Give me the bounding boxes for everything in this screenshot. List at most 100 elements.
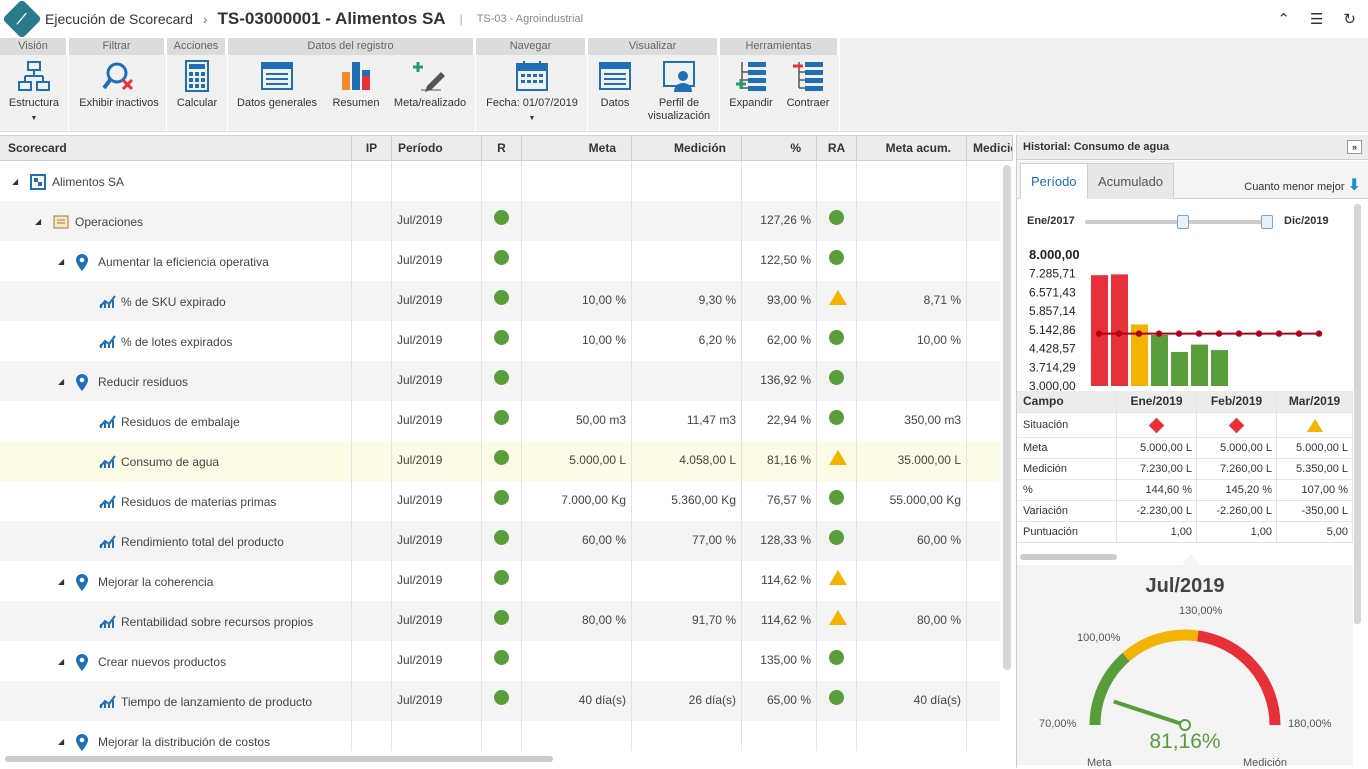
table-row[interactable]: Consumo de agua Jul/2019 5.000,00 L 4.058,0…: [0, 441, 1000, 481]
slider-handle-start[interactable]: [1177, 215, 1189, 229]
col-meta[interactable]: Meta: [522, 136, 632, 161]
list-menu-icon[interactable]: ☰: [1309, 11, 1324, 28]
row-status-r: [494, 558, 509, 598]
history-status-cell: [1117, 413, 1197, 438]
col-medicion-acum[interactable]: Medició: [967, 136, 1013, 161]
datos-button[interactable]: Datos: [594, 60, 636, 110]
gauge-band-green: [1089, 652, 1130, 726]
history-status-cell: [1277, 413, 1353, 438]
row-pct: 22,94 %: [766, 413, 811, 427]
chart-bar[interactable]: [1131, 324, 1148, 386]
col-ra[interactable]: RA: [817, 136, 857, 161]
table-row[interactable]: ◢ Reducir residuos Jul/2019 136,92 %: [0, 361, 1000, 401]
group-label: Visualizar: [588, 38, 719, 55]
col-pct[interactable]: %: [742, 136, 817, 161]
chart-bar[interactable]: [1211, 350, 1228, 386]
estructura-button[interactable]: Estructura ▼: [4, 60, 64, 125]
row-name[interactable]: % de lotes expirados: [121, 335, 233, 349]
col-meta-acum[interactable]: Meta acum.: [857, 136, 967, 161]
row-name[interactable]: Residuos de embalaje: [121, 415, 240, 429]
row-name[interactable]: Mejorar la coherencia: [98, 575, 214, 589]
chevron-right-icon: ›: [202, 11, 208, 27]
exhibir-inactivos-button[interactable]: Exhibir inactivos: [75, 60, 163, 110]
col-scorecard[interactable]: Scorecard: [0, 136, 352, 161]
expand-toggle-icon[interactable]: ◢: [58, 657, 65, 666]
indicator-chart-icon: [99, 694, 116, 711]
table-row[interactable]: Residuos de embalaje Jul/2019 50,00 m3 11,4…: [0, 401, 1000, 441]
chart-bar[interactable]: [1111, 274, 1128, 386]
row-status-r: [494, 678, 509, 718]
table-row[interactable]: Tiempo de lanzamiento de producto Jul/201…: [0, 681, 1000, 721]
chart-bar[interactable]: [1171, 351, 1188, 386]
row-name[interactable]: Rentabilidad sobre recursos propios: [121, 615, 314, 629]
table-row[interactable]: % de lotes expirados Jul/2019 10,00 % 6,20 …: [0, 321, 1000, 361]
expand-toggle-icon[interactable]: ◢: [12, 177, 19, 186]
table-horizontal-scrollbar[interactable]: [5, 756, 553, 762]
contraer-button[interactable]: Contraer: [782, 60, 834, 110]
status-dot-icon: [829, 490, 844, 506]
panel-vertical-scrollbar[interactable]: [1354, 204, 1361, 624]
row-meta-acum: 10,00 %: [916, 333, 961, 347]
expand-toggle-icon[interactable]: ◢: [58, 377, 65, 386]
row-name[interactable]: Residuos de materias primas: [121, 495, 277, 509]
chart-bar[interactable]: [1151, 334, 1168, 386]
resumen-button[interactable]: Resumen: [328, 60, 384, 110]
table-row[interactable]: Rentabilidad sobre recursos propios Jul/2…: [0, 601, 1000, 641]
table-row[interactable]: % de SKU expirado Jul/2019 10,00 % 9,30 % 93…: [0, 281, 1000, 321]
col-periodo[interactable]: Período: [392, 136, 482, 161]
expand-toggle-icon[interactable]: ◢: [58, 577, 65, 586]
row-name[interactable]: Crear nuevos productos: [98, 655, 227, 669]
tab-periodo[interactable]: Período: [1020, 163, 1088, 199]
less-is-better: Cuanto menor mejor ⬇: [1244, 175, 1361, 195]
expand-toggle-icon[interactable]: ◢: [58, 737, 65, 746]
row-name[interactable]: Reducir residuos: [98, 375, 189, 389]
table-row[interactable]: ◢ Alimentos SA: [0, 161, 1000, 201]
col-ip[interactable]: IP: [352, 136, 392, 161]
expand-toggle-icon[interactable]: ◢: [58, 257, 65, 266]
status-dot-icon: [494, 410, 509, 426]
row-status-ra: [829, 358, 844, 398]
meta-realizado-button[interactable]: Meta/realizado: [390, 60, 470, 110]
table-row[interactable]: ◢ Operaciones Jul/2019 127,26 %: [0, 201, 1000, 241]
table-row[interactable]: Rendimiento total del producto Jul/2019 60…: [0, 521, 1000, 561]
slider-handle-end[interactable]: [1261, 215, 1273, 229]
table-row[interactable]: ◢ Aumentar la eficiencia operativa Jul/201…: [0, 241, 1000, 281]
row-name[interactable]: Consumo de agua: [121, 455, 220, 469]
row-name[interactable]: Rendimiento total del producto: [121, 535, 284, 549]
perfil-visualizacion-button[interactable]: Perfil de visualización: [642, 60, 716, 123]
collapse-panel-icon[interactable]: »: [1347, 140, 1362, 154]
row-name[interactable]: Alimentos SA: [52, 175, 125, 189]
row-name[interactable]: Operaciones: [75, 215, 144, 229]
panel-horizontal-scrollbar[interactable]: [1020, 554, 1117, 560]
col-medicion[interactable]: Medición: [632, 136, 742, 161]
col-r[interactable]: R: [482, 136, 522, 161]
row-pct: 122,50 %: [760, 253, 811, 267]
row-name[interactable]: % de SKU expirado: [121, 295, 226, 309]
refresh-icon[interactable]: ↻: [1343, 11, 1356, 28]
expand-tree-icon: [734, 60, 768, 92]
table-vertical-scrollbar[interactable]: [1003, 165, 1011, 670]
status-dot-icon: [494, 450, 509, 466]
datos-generales-button[interactable]: Datos generales: [234, 60, 320, 110]
table-header: Scorecard IP Período R Meta Medición % R…: [0, 135, 1013, 161]
gauge-period: Jul/2019: [1145, 575, 1225, 597]
history-cell: 5.000,00 L: [1197, 438, 1277, 459]
table-row[interactable]: ◢ Mejorar la distribución de costos: [0, 721, 1000, 761]
table-row[interactable]: ◢ Mejorar la coherencia Jul/2019 114,62 %: [0, 561, 1000, 601]
expandir-button[interactable]: Expandir: [726, 60, 776, 110]
tab-acumulado[interactable]: Acumulado: [1087, 163, 1175, 199]
fecha-button[interactable]: Fecha: 01/07/2019 ▼: [482, 60, 582, 125]
row-name[interactable]: Mejorar la distribución de costos: [98, 735, 271, 749]
history-chart-svg: 8.000,00 7.285,71 6.571,43 5.857,14 5.142,86…: [1029, 247, 1323, 393]
warning-triangle-icon: [829, 610, 847, 626]
table-row[interactable]: ◢ Crear nuevos productos Jul/2019 135,00 %: [0, 641, 1000, 681]
table-row[interactable]: Residuos de materias primas Jul/2019 7.000…: [0, 481, 1000, 521]
expand-toggle-icon[interactable]: ◢: [35, 217, 42, 226]
calcular-button[interactable]: Calcular: [171, 60, 223, 110]
group-vision: Visión Estructura ▼: [0, 38, 69, 132]
row-name[interactable]: Aumentar la eficiencia operativa: [98, 255, 269, 269]
row-name[interactable]: Tiempo de lanzamiento de producto: [121, 695, 313, 709]
history-panel: Historial: Consumo de agua » Período Acu…: [1016, 135, 1368, 769]
collapse-up-icon[interactable]: ⌃: [1277, 11, 1290, 28]
chart-bar[interactable]: [1191, 344, 1208, 386]
